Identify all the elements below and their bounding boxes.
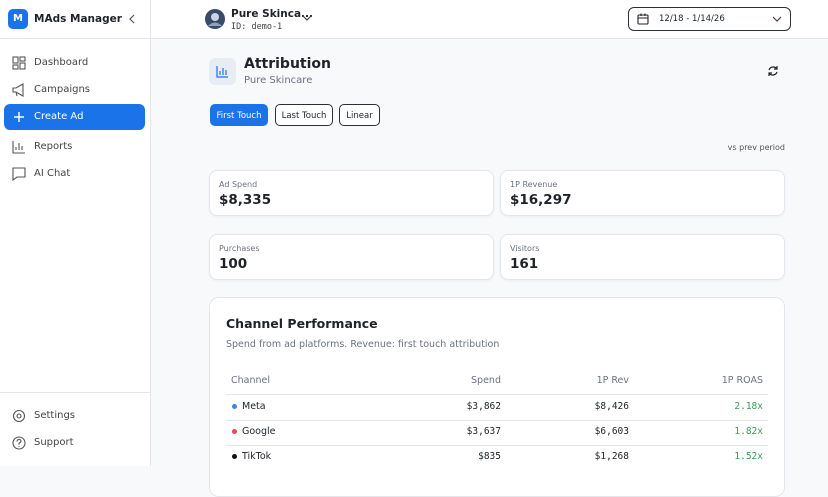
logo: M (8, 9, 28, 29)
nav-label: AI Chat (34, 168, 71, 179)
table-card (209, 297, 785, 497)
comparison-label: vs prev period (727, 143, 785, 152)
nav-item[interactable]: AI Chat (4, 161, 145, 187)
metric-label: Purchases (219, 244, 260, 253)
collapse-button[interactable] (128, 14, 136, 24)
account-avatar (205, 9, 225, 29)
nav-label: Reports (34, 141, 73, 152)
nav-item[interactable]: Create Ad (4, 104, 145, 130)
metric-card: Ad Spend $8,335 (209, 170, 494, 216)
divider (0, 38, 150, 39)
nav-label: Settings (34, 410, 76, 421)
nav-label: Campaigns (34, 84, 91, 95)
channel-dot (232, 429, 237, 434)
icon (12, 167, 26, 181)
nav-label: Dashboard (34, 57, 89, 68)
table-cell: 2.18x (734, 401, 763, 412)
date-range: 12/18 - 1/14/26 (659, 14, 725, 24)
nav-item[interactable]: Reports (4, 134, 145, 160)
calendar-icon (637, 13, 649, 25)
channel-name: TikTok (242, 451, 272, 462)
channel-dot (232, 404, 237, 409)
channel-name: Google (242, 426, 276, 437)
nav-item[interactable]: Dashboard (4, 50, 145, 76)
metric-card: Purchases 100 (209, 234, 494, 280)
row-divider (226, 445, 768, 446)
icon (12, 409, 26, 423)
metric-value: 100 (219, 256, 248, 272)
metric-label: Visitors (510, 244, 540, 253)
column-header: Channel (231, 375, 271, 386)
icon (14, 112, 24, 122)
account-name[interactable]: Pure Skinca... (231, 8, 314, 20)
channel-dot (232, 454, 237, 459)
chevron (772, 16, 782, 22)
icon (12, 436, 26, 450)
page-subtitle: Pure Skincare (244, 75, 313, 86)
row-divider (226, 420, 768, 421)
model-button[interactable]: Linear (339, 104, 380, 126)
metric-card: Visitors 161 (500, 234, 785, 280)
sidebar: M MAds Manager Dashboard Campaigns Creat… (0, 0, 151, 466)
table-cell: $1,268 (594, 451, 629, 462)
channel-name: Meta (242, 401, 266, 412)
divider (0, 392, 150, 393)
account-id: ID: demo-1 (231, 22, 283, 32)
date-range-picker[interactable]: 12/18 - 1/14/26 (628, 7, 791, 31)
table-description: Spend from ad platforms. Revenue: first … (226, 339, 500, 350)
metric-card: 1P Revenue $16,297 (500, 170, 785, 216)
nav-item[interactable]: Campaigns (4, 77, 145, 103)
model-button[interactable]: Last Touch (275, 104, 333, 126)
metric-label: Ad Spend (219, 180, 258, 189)
nav-item[interactable]: Settings (4, 403, 145, 429)
column-header: 1P ROAS (721, 375, 763, 386)
icon (12, 56, 26, 70)
row-divider (226, 394, 768, 395)
page-title: Attribution (244, 56, 331, 72)
column-header: Spend (471, 375, 501, 386)
icon (12, 83, 24, 97)
nav-label: Support (34, 437, 74, 448)
table-cell: $835 (478, 451, 501, 462)
table-cell: $8,426 (594, 401, 629, 412)
table-cell: 1.52x (734, 451, 763, 462)
table-cell: $6,603 (594, 426, 629, 437)
column-header: 1P Rev (596, 375, 629, 386)
icon (12, 141, 25, 154)
table-cell: $3,862 (466, 401, 501, 412)
account-dropdown[interactable] (302, 14, 312, 22)
model-button[interactable]: First Touch (210, 104, 268, 126)
table-cell: 1.82x (734, 426, 763, 437)
metric-value: $16,297 (510, 192, 572, 208)
refresh-button[interactable] (767, 65, 779, 77)
app-name: MAds Manager (34, 13, 122, 25)
table-cell: $3,637 (466, 426, 501, 437)
nav-label: Create Ad (34, 111, 84, 122)
metric-value: $8,335 (219, 192, 272, 208)
nav-item[interactable]: Support (4, 430, 145, 456)
metric-label: 1P Revenue (510, 180, 558, 189)
table-title: Channel Performance (226, 316, 378, 331)
page-icon (209, 58, 236, 85)
metric-value: 161 (510, 256, 539, 272)
